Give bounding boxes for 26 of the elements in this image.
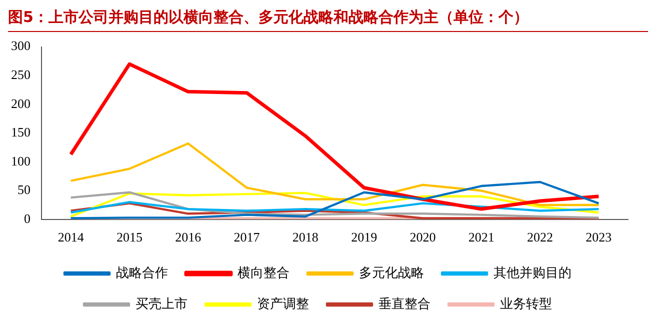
x-tick-label: 2022 bbox=[527, 230, 554, 245]
legend-label: 战略合作 bbox=[116, 266, 168, 281]
y-tick-label: 200 bbox=[11, 96, 30, 111]
x-tick-label: 2021 bbox=[468, 230, 494, 245]
legend-label: 多元化战略 bbox=[359, 266, 424, 281]
x-tick-label: 2020 bbox=[410, 230, 436, 245]
legend-label: 横向整合 bbox=[238, 266, 290, 281]
y-tick-label: 250 bbox=[11, 66, 30, 82]
x-tick-label: 2017 bbox=[234, 230, 260, 245]
legend-label: 资产调整 bbox=[257, 296, 309, 312]
y-tick-label: 300 bbox=[11, 38, 30, 54]
y-tick-label: 0 bbox=[24, 210, 30, 226]
legend-label: 其他并购目的 bbox=[494, 266, 572, 281]
x-tick-label: 2023 bbox=[586, 230, 612, 245]
x-tick-label: 2016 bbox=[175, 230, 202, 245]
legend-label: 业务转型 bbox=[500, 296, 552, 312]
y-tick-label: 50 bbox=[18, 182, 30, 198]
y-tick-label: 100 bbox=[11, 153, 30, 168]
chart-title: 图5：上市公司并购目的以横向整合、多元化战略和战略合作为主（单位：个） bbox=[8, 8, 648, 32]
x-tick-label: 2019 bbox=[351, 230, 378, 245]
legend-label: 垂直整合 bbox=[378, 296, 430, 312]
legend-label: 买壳上市 bbox=[136, 296, 188, 312]
y-tick-label: 150 bbox=[11, 124, 30, 140]
x-tick-label: 2018 bbox=[292, 230, 318, 245]
x-tick-label: 2014 bbox=[58, 230, 84, 245]
x-tick-label: 2015 bbox=[116, 230, 142, 245]
